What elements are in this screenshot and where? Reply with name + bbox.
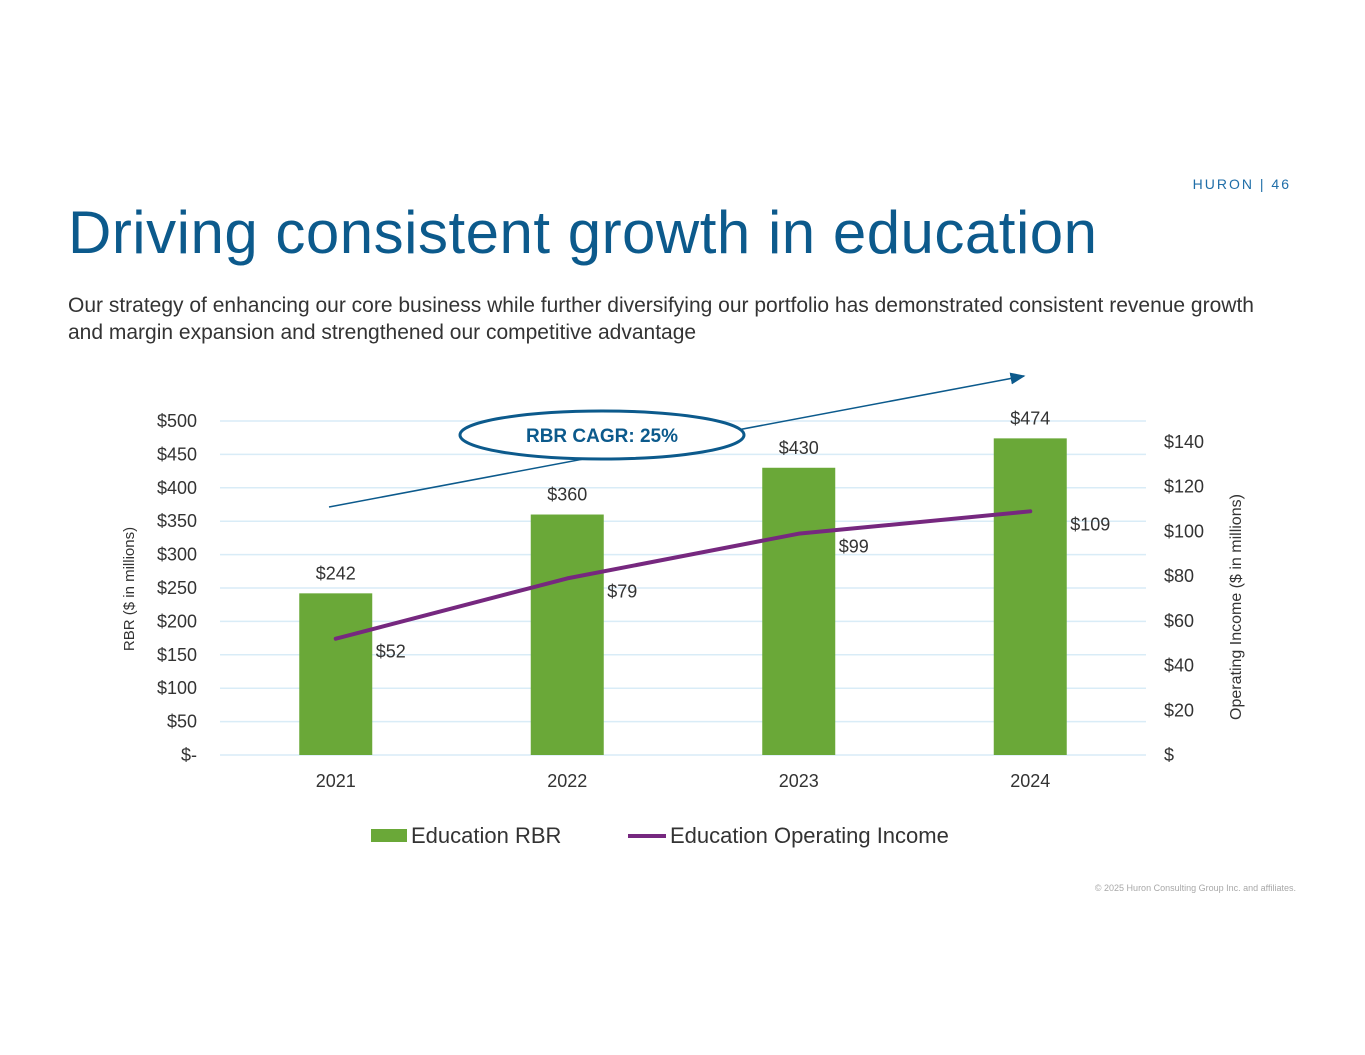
right-axis-title: Operating Income ($ in millions)	[1228, 494, 1245, 720]
line-data-label: $99	[839, 537, 869, 557]
left-tick-label: $200	[157, 611, 197, 631]
right-tick-label: $40	[1164, 656, 1194, 676]
x-tick-label: 2022	[547, 771, 587, 791]
right-tick-label: $120	[1164, 477, 1204, 497]
left-axis-title: RBR ($ in millions)	[121, 527, 138, 651]
right-tick-label: $140	[1164, 432, 1204, 452]
right-tick-label: $20	[1164, 700, 1194, 720]
right-tick-label: $	[1164, 745, 1174, 765]
bar-education-rbr	[299, 593, 373, 755]
x-tick-label: 2021	[316, 771, 356, 791]
right-tick-label: $80	[1164, 566, 1194, 586]
page-subtitle: Our strategy of enhancing our core busin…	[68, 294, 1254, 344]
right-tick-label: $100	[1164, 521, 1204, 541]
bar-data-label: $474	[1010, 408, 1050, 428]
left-tick-label: $50	[167, 712, 197, 732]
x-tick-label: 2023	[779, 771, 819, 791]
legend-swatch-rbr	[371, 829, 407, 842]
left-tick-label: $400	[157, 478, 197, 498]
line-education-operating-income	[333, 509, 1033, 641]
left-tick-label: $250	[157, 578, 197, 598]
rbr-operating-income-chart: $242 $360 $430 $474 $52 $79 $99 $109 $- $50 $100 $…	[121, 372, 1245, 848]
bar-education-rbr	[530, 514, 604, 755]
line-data-label: $52	[376, 642, 406, 662]
bar-education-rbr	[993, 438, 1067, 755]
left-tick-label: $350	[157, 511, 197, 531]
line-data-label: $109	[1070, 514, 1110, 534]
left-tick-label: $450	[157, 444, 197, 464]
left-tick-label: $100	[157, 678, 197, 698]
left-tick-label: $-	[181, 745, 197, 765]
x-tick-label: 2024	[1010, 771, 1050, 791]
page-title: Driving consistent growth in education	[68, 199, 1098, 266]
left-tick-label: $150	[157, 645, 197, 665]
bar-education-rbr	[762, 467, 836, 755]
left-tick-label: $300	[157, 545, 197, 565]
legend-label-operating-income: Education Operating Income	[670, 823, 949, 848]
line-data-label: $79	[607, 581, 637, 601]
copyright-footer: © 2025 Huron Consulting Group Inc. and a…	[1094, 883, 1296, 893]
bar-data-label: $360	[547, 485, 587, 505]
bar-data-label: $430	[779, 438, 819, 458]
legend-label-rbr: Education RBR	[411, 823, 561, 848]
cagr-callout-ellipse	[458, 409, 746, 461]
cagr-callout-label: RBR CAGR: 25%	[526, 426, 678, 447]
bar-data-label: $242	[316, 563, 356, 583]
brand-page-number: HURON | 46	[1192, 176, 1291, 192]
right-tick-label: $60	[1164, 611, 1194, 631]
left-tick-label: $500	[157, 411, 197, 431]
